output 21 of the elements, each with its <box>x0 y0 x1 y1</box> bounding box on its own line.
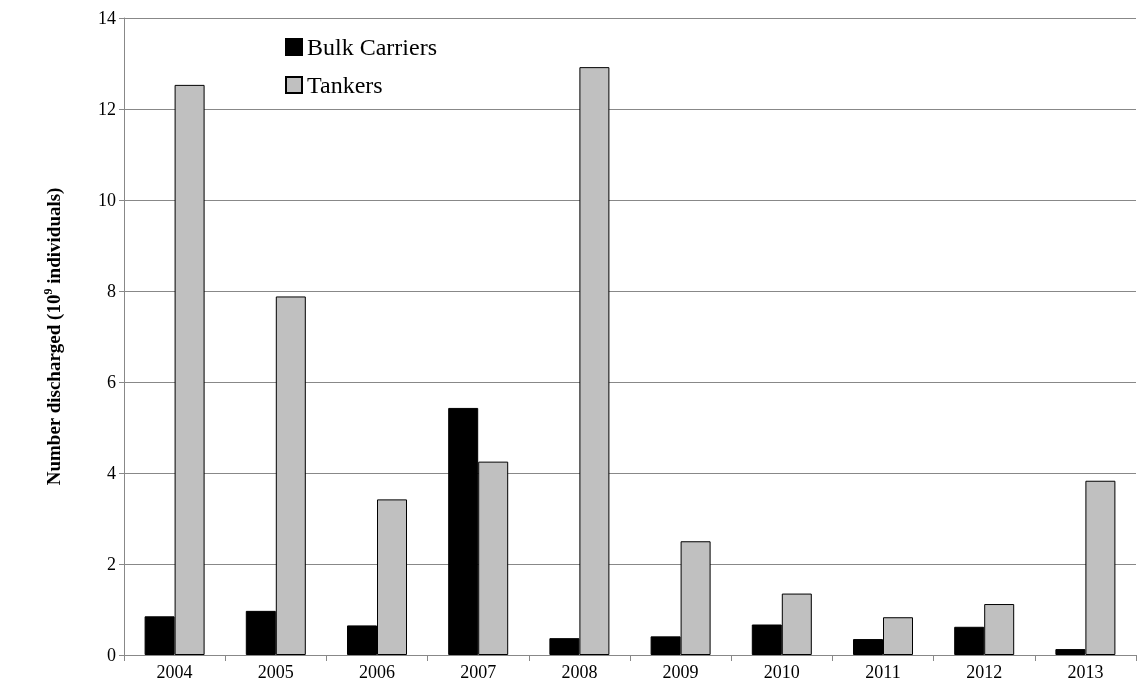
y-tick-label: 0 <box>107 645 116 665</box>
y-tick-label: 10 <box>98 190 116 210</box>
y-tick-label: 12 <box>98 99 116 119</box>
x-tick-label: 2010 <box>763 662 800 682</box>
x-tick-label: 2007 <box>460 662 497 682</box>
x-tick-label: 2011 <box>865 662 901 682</box>
y-axis-title: Number discharged (109 individuals) <box>41 187 65 486</box>
x-tick-label: 2004 <box>156 662 193 682</box>
x-tick-label: 2005 <box>257 662 294 682</box>
y-tick-label: 4 <box>107 463 116 483</box>
y-tick-label: 14 <box>98 8 116 28</box>
x-tick-label: 2009 <box>662 662 699 682</box>
y-tick-label: 8 <box>107 281 116 301</box>
x-tick-label: 2012 <box>966 662 1003 682</box>
y-tick-label: 2 <box>107 554 116 574</box>
legend-label: Tankers <box>307 72 383 98</box>
x-tick-label: 2013 <box>1067 662 1104 682</box>
x-tick-label: 2008 <box>561 662 598 682</box>
legend-label: Bulk Carriers <box>307 34 437 60</box>
x-tick-label: 2006 <box>359 662 395 682</box>
y-tick-label: 6 <box>107 372 116 392</box>
